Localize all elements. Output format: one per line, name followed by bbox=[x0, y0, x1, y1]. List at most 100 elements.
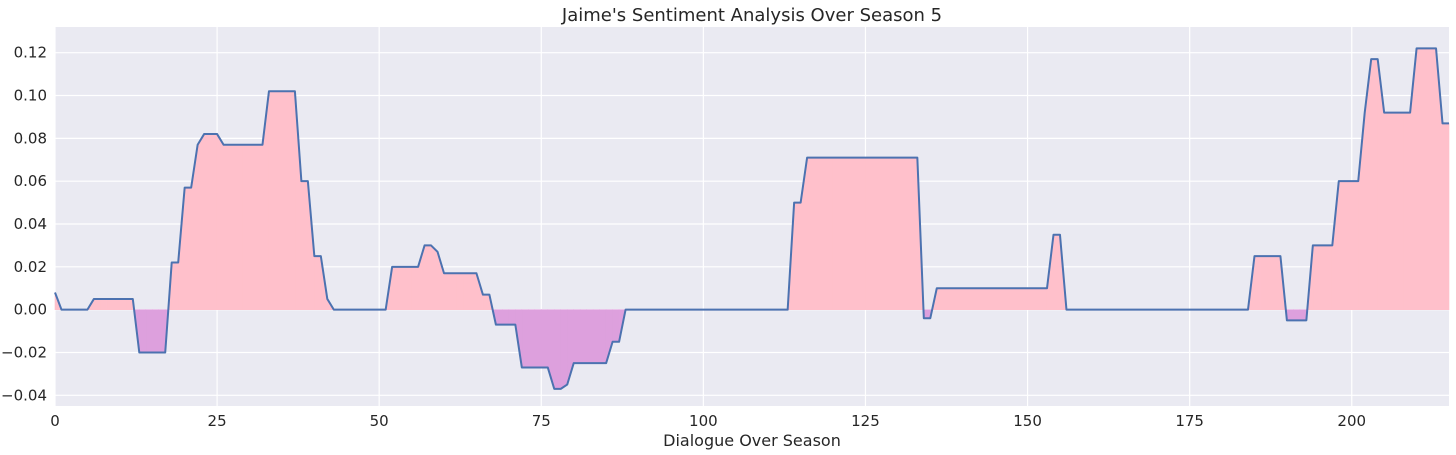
area-fill-segment-83 bbox=[592, 309, 600, 364]
area-fill-segment-31 bbox=[255, 144, 263, 310]
area-fill-segment-38 bbox=[301, 180, 309, 310]
area-fill-segment-22 bbox=[197, 132, 205, 310]
area-fill-segment-121 bbox=[1260, 255, 1268, 310]
area-fill-segment-18 bbox=[171, 262, 179, 310]
x-tick-label-7: 175 bbox=[1175, 412, 1204, 430]
area-fill-segment-77 bbox=[553, 309, 562, 390]
y-tick-label-1: −0.02 bbox=[1, 343, 47, 361]
area-fill-segment-140 bbox=[1383, 112, 1391, 310]
area-fill-segment-98 bbox=[813, 157, 834, 310]
area-fill-segment-36 bbox=[288, 90, 296, 310]
y-tick-label-3: 0.02 bbox=[14, 258, 47, 276]
area-fill-segment-95 bbox=[793, 202, 801, 310]
area-fill-segment-123 bbox=[1273, 255, 1281, 310]
area-fill-segment-142 bbox=[1396, 112, 1404, 310]
area-fill-segment-62 bbox=[456, 272, 464, 310]
area-fill-segment-69 bbox=[502, 309, 510, 325]
area-fill-segment-135 bbox=[1351, 180, 1359, 310]
area-fill-segment-127 bbox=[1299, 309, 1307, 321]
area-fill-segment-141 bbox=[1390, 112, 1398, 310]
area-fill-segment-131 bbox=[1325, 245, 1333, 310]
x-tick-label-4: 100 bbox=[689, 412, 718, 430]
y-tick-label-2: 0.00 bbox=[14, 301, 47, 319]
area-fill-segment-58 bbox=[430, 244, 438, 310]
area-fill-segment-129 bbox=[1312, 245, 1320, 310]
area-fill-segment-8 bbox=[106, 298, 114, 310]
sentiment-line-group bbox=[54, 47, 1449, 390]
x-tick-label-8: 200 bbox=[1337, 412, 1366, 430]
area-fill-segment-72 bbox=[521, 309, 529, 368]
area-fill-segment-29 bbox=[242, 144, 250, 310]
y-tick-labels: −0.04 −0.02 0.00 0.02 0.04 0.06 0.08 0.10 0.12 bbox=[1, 44, 47, 405]
x-tick-label-5: 125 bbox=[851, 412, 880, 430]
area-fill-segment-15 bbox=[151, 309, 160, 353]
y-tick-label-8: 0.12 bbox=[14, 44, 47, 62]
area-fill-segment-112 bbox=[1053, 234, 1061, 310]
area-fill-segment-54 bbox=[404, 266, 412, 310]
y-tick-label-7: 0.10 bbox=[14, 87, 47, 105]
chart-title: Jaime's Sentiment Analysis Over Season 5 bbox=[561, 5, 942, 26]
area-fill-segment-52 bbox=[391, 266, 399, 310]
area-fill-segment-60 bbox=[443, 272, 451, 310]
x-tick-label-3: 75 bbox=[532, 412, 551, 430]
y-tick-label-6: 0.08 bbox=[14, 129, 47, 147]
area-fill-segment-146 bbox=[1422, 48, 1430, 310]
area-fill-segment-81 bbox=[579, 309, 587, 364]
area-fill-segment-61 bbox=[450, 272, 458, 310]
x-tick-label-1: 25 bbox=[208, 412, 227, 430]
x-tick-label-0: 0 bbox=[50, 412, 60, 430]
y-tick-label-0: −0.04 bbox=[1, 386, 47, 404]
area-fill-segment-82 bbox=[586, 309, 594, 364]
sentiment-line bbox=[54, 47, 1449, 390]
area-fill-segment-30 bbox=[249, 144, 257, 310]
x-axis-label: Dialogue Over Season bbox=[663, 431, 841, 450]
area-fill-segment-108 bbox=[994, 287, 1028, 310]
area-fill-segment-99 bbox=[832, 157, 866, 310]
y-tick-label-5: 0.06 bbox=[14, 172, 47, 190]
area-fill-segment-68 bbox=[495, 309, 503, 325]
area-fill-segment-24 bbox=[210, 133, 218, 310]
area-fill-segment-78 bbox=[560, 309, 568, 390]
area-fill-segment-145 bbox=[1416, 48, 1424, 310]
x-tick-label-6: 150 bbox=[1013, 412, 1042, 430]
area-fill-segment-66 bbox=[482, 294, 490, 310]
area-fill-segment-57 bbox=[424, 245, 432, 310]
area-fill-segment-133 bbox=[1338, 180, 1346, 310]
area-fill-segment-27 bbox=[229, 144, 237, 310]
area-fill-segment-86 bbox=[612, 309, 620, 343]
area-fill-segment-10 bbox=[119, 298, 127, 310]
area-fill-segment-16 bbox=[158, 309, 166, 353]
area-fill-segment-109 bbox=[1027, 287, 1041, 310]
area-fill-segment-53 bbox=[398, 266, 406, 310]
area-fill-segment-125 bbox=[1286, 309, 1294, 321]
area-fill-segment-100 bbox=[865, 157, 899, 310]
area-fill-segment-107 bbox=[962, 287, 996, 310]
area-fill-segment-122 bbox=[1267, 255, 1275, 310]
area-fill-segment-130 bbox=[1319, 245, 1327, 310]
area-fill-segment-40 bbox=[314, 255, 322, 310]
area-fill-segment-75 bbox=[540, 309, 549, 368]
area-fill-segment-6 bbox=[93, 298, 101, 310]
area-fill-segment-9 bbox=[113, 298, 121, 310]
area-fill-segment-120 bbox=[1254, 255, 1262, 310]
area-fill-segment-11 bbox=[126, 298, 134, 310]
area-fill-segment-134 bbox=[1344, 180, 1353, 310]
area-fill-segment-23 bbox=[203, 133, 211, 310]
area-fill-segment-33 bbox=[268, 90, 276, 310]
area-fill-segment-63 bbox=[463, 272, 471, 310]
area-fill-segment-101 bbox=[897, 157, 918, 310]
area-fill-segment-126 bbox=[1293, 309, 1301, 321]
area-fill-segment-20 bbox=[184, 187, 192, 310]
area-fill-segment-26 bbox=[223, 144, 231, 310]
area-fill-segment-7 bbox=[100, 298, 108, 310]
area-fill-segment-14 bbox=[145, 309, 153, 353]
area-fill-segment-138 bbox=[1370, 58, 1378, 310]
y-tick-label-4: 0.04 bbox=[14, 215, 47, 233]
area-fill-segment-64 bbox=[469, 272, 477, 310]
x-tick-labels: 0 25 50 75 100 125 150 175 200 bbox=[50, 412, 1366, 430]
area-fill-segment-34 bbox=[275, 90, 283, 310]
area-fill-segment-97 bbox=[806, 157, 814, 310]
area-fill-segment-74 bbox=[534, 309, 542, 368]
area-fill-segment-103 bbox=[923, 309, 931, 319]
